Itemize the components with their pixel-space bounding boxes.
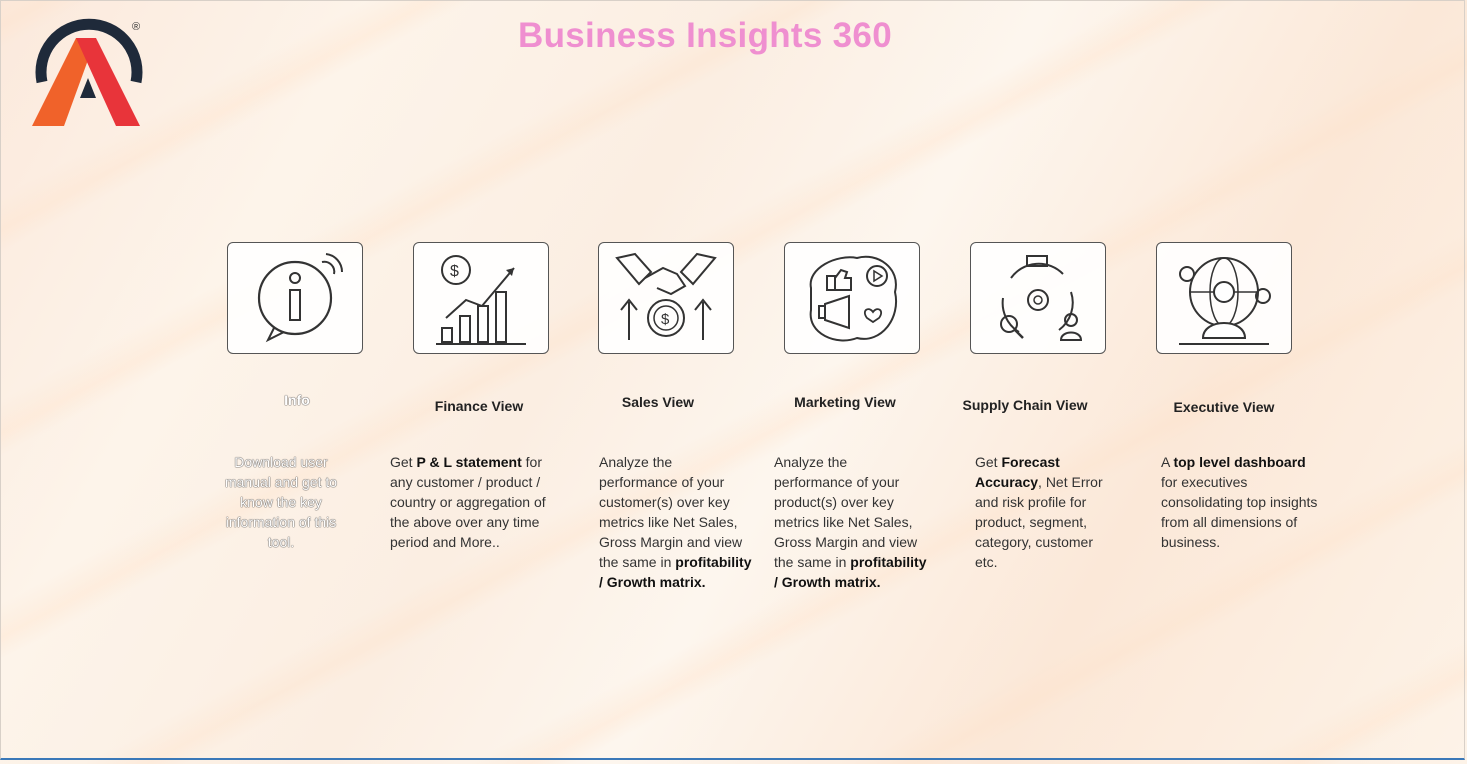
supply-desc-bold: Forecast Accuracy	[975, 454, 1060, 490]
supply-chain-cycle-icon	[1000, 255, 1083, 341]
finance-chart-icon: $	[436, 255, 526, 345]
sales-desc-part: Analyze the performance of your customer…	[599, 454, 743, 570]
supply-desc-part: , Net Error and risk profile for product…	[975, 474, 1103, 570]
finance-desc-bold: P & L statement	[416, 454, 522, 470]
marketing-desc-bold: profitability / Growth matrix.	[774, 554, 927, 590]
supply-chain-card-description: Get Forecast Accuracy, Net Error and ris…	[975, 452, 1115, 572]
executive-desc-part: A	[1161, 454, 1174, 470]
sales-card[interactable]: $	[598, 242, 734, 354]
info-desc-text: Download user manual and get to know the…	[224, 454, 338, 550]
executive-card[interactable]	[1156, 242, 1292, 354]
executive-globe-icon	[1179, 257, 1271, 345]
finance-desc-part: for any customer / product / country or …	[390, 454, 546, 550]
marketing-desc-part: Analyze the performance of your product(…	[774, 454, 918, 570]
info-bubble-icon	[257, 253, 344, 343]
svg-text:$: $	[661, 311, 670, 328]
handshake-dollar-icon: $	[615, 252, 717, 340]
info-card-label[interactable]: Info	[284, 392, 310, 408]
finance-desc-part: Get	[390, 454, 417, 470]
sales-desc-bold: profitability / Growth matrix.	[599, 554, 752, 590]
megaphone-social-icon	[809, 255, 898, 342]
marketing-card-label[interactable]: Marketing View	[794, 394, 896, 410]
executive-card-label[interactable]: Executive View	[1173, 399, 1275, 415]
supply-chain-card[interactable]	[970, 242, 1106, 354]
finance-card-description: Get P & L statement for any customer / p…	[390, 452, 550, 552]
marketing-card-description: Analyze the performance of your product(…	[774, 452, 929, 592]
info-card-description: Download user manual and get to know the…	[216, 452, 346, 552]
executive-desc-part: for executives consolidating top insight…	[1161, 474, 1318, 550]
sales-card-label[interactable]: Sales View	[621, 394, 695, 410]
finance-card-label[interactable]: Finance View	[434, 398, 524, 414]
company-logo: ®	[24, 14, 154, 134]
executive-card-description: A top level dashboard for executives con…	[1161, 452, 1321, 552]
page-title: Business Insights 360	[518, 16, 892, 55]
marketing-card[interactable]	[784, 242, 920, 354]
svg-text:$: $	[450, 263, 459, 280]
registered-mark: ®	[132, 21, 140, 33]
supply-desc-part: Get	[975, 454, 1002, 470]
supply-chain-card-label[interactable]: Supply Chain View	[962, 397, 1088, 413]
executive-desc-bold: top level dashboard	[1173, 454, 1306, 470]
sales-card-description: Analyze the performance of your customer…	[599, 452, 754, 592]
finance-card[interactable]: $	[413, 242, 549, 354]
info-card[interactable]	[227, 242, 363, 354]
